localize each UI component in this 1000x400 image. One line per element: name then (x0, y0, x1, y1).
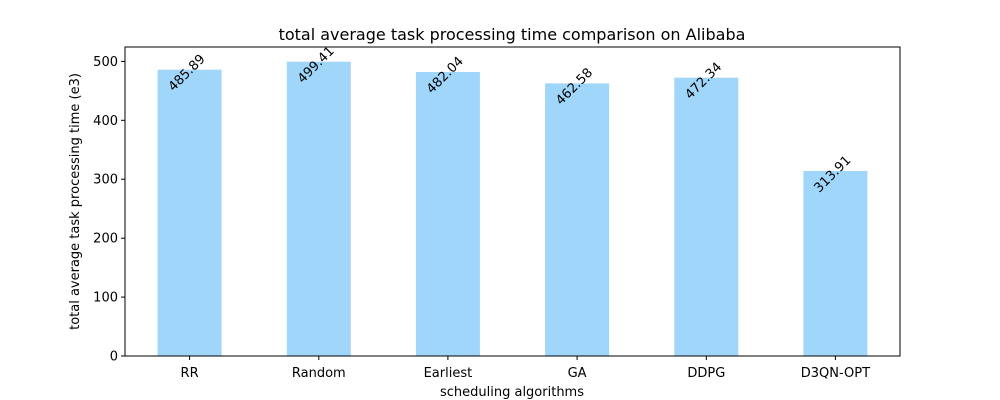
bar-ddpg (674, 77, 739, 356)
x-tick-label-random: Random (292, 366, 346, 381)
bar-d3qn-opt (803, 171, 868, 356)
x-axis-label: scheduling algorithms (440, 385, 584, 400)
x-tick-label-rr: RR (181, 366, 199, 381)
plot-frame (124, 46, 901, 357)
y-tick-label-200: 200 (93, 232, 118, 247)
y-tick-label-500: 500 (93, 55, 118, 70)
y-tick-label-400: 400 (93, 114, 118, 129)
y-axis-label: total average task processing time (e3) (68, 73, 83, 330)
y-axis-ticks: 0 100 200 300 400 500 (93, 55, 125, 365)
chart-title: total average task processing time compa… (279, 25, 746, 44)
y-tick-label-300: 300 (93, 173, 118, 188)
bars-group (157, 61, 868, 357)
y-tick-label-100: 100 (93, 291, 118, 306)
x-tick-label-ddpg: DDPG (687, 366, 725, 381)
x-tick-label-earliest: Earliest (424, 366, 473, 381)
x-tick-label-d3qn-opt: D3QN-OPT (801, 366, 870, 381)
y-tick-label-0: 0 (110, 350, 118, 365)
bar-random (286, 61, 351, 356)
x-tick-label-ga: GA (568, 366, 587, 381)
x-axis-ticks: RR Random Earliest GA DDPG D3QN-OPT (181, 356, 870, 381)
bar-rr (157, 69, 222, 356)
bar-ga (545, 83, 610, 357)
bar-earliest (415, 72, 480, 356)
